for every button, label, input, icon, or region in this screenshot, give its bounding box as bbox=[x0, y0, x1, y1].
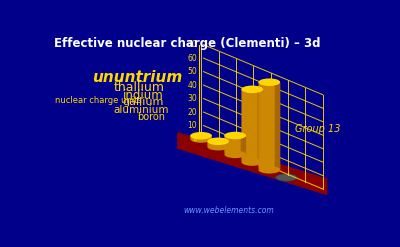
Polygon shape bbox=[224, 134, 246, 156]
Ellipse shape bbox=[190, 132, 212, 140]
Text: 40: 40 bbox=[188, 81, 197, 90]
Text: boron: boron bbox=[137, 112, 165, 123]
Ellipse shape bbox=[276, 174, 297, 181]
Text: 20: 20 bbox=[188, 107, 197, 117]
Polygon shape bbox=[206, 136, 212, 140]
Ellipse shape bbox=[242, 85, 263, 93]
Polygon shape bbox=[224, 142, 229, 148]
Polygon shape bbox=[241, 136, 246, 156]
Text: gallium: gallium bbox=[122, 97, 164, 107]
Text: nuclear charge units: nuclear charge units bbox=[55, 96, 142, 105]
Ellipse shape bbox=[190, 135, 212, 143]
Ellipse shape bbox=[207, 143, 229, 150]
Polygon shape bbox=[190, 135, 212, 140]
Ellipse shape bbox=[258, 166, 280, 174]
Polygon shape bbox=[258, 81, 280, 171]
Ellipse shape bbox=[224, 151, 246, 158]
Text: ununtrium: ununtrium bbox=[92, 70, 182, 85]
Text: aluminium: aluminium bbox=[114, 105, 169, 115]
Polygon shape bbox=[207, 140, 229, 148]
Ellipse shape bbox=[224, 132, 246, 139]
Ellipse shape bbox=[242, 158, 263, 166]
Text: 0: 0 bbox=[192, 134, 197, 144]
Polygon shape bbox=[242, 88, 263, 163]
Text: 50: 50 bbox=[188, 67, 197, 76]
Polygon shape bbox=[258, 90, 263, 163]
Text: thallium: thallium bbox=[114, 81, 165, 94]
Text: www.webelements.com: www.webelements.com bbox=[183, 206, 274, 215]
Text: 10: 10 bbox=[188, 121, 197, 130]
Polygon shape bbox=[178, 133, 327, 194]
Text: Group 13: Group 13 bbox=[295, 124, 340, 134]
Ellipse shape bbox=[258, 78, 280, 86]
Text: Effective nuclear charge (Clementi) – 3d: Effective nuclear charge (Clementi) – 3d bbox=[54, 37, 320, 50]
Text: 60: 60 bbox=[188, 54, 197, 63]
Text: 30: 30 bbox=[188, 94, 197, 103]
Polygon shape bbox=[275, 83, 280, 171]
Text: indium: indium bbox=[123, 89, 163, 102]
Ellipse shape bbox=[207, 138, 229, 145]
Text: 70: 70 bbox=[188, 40, 197, 49]
